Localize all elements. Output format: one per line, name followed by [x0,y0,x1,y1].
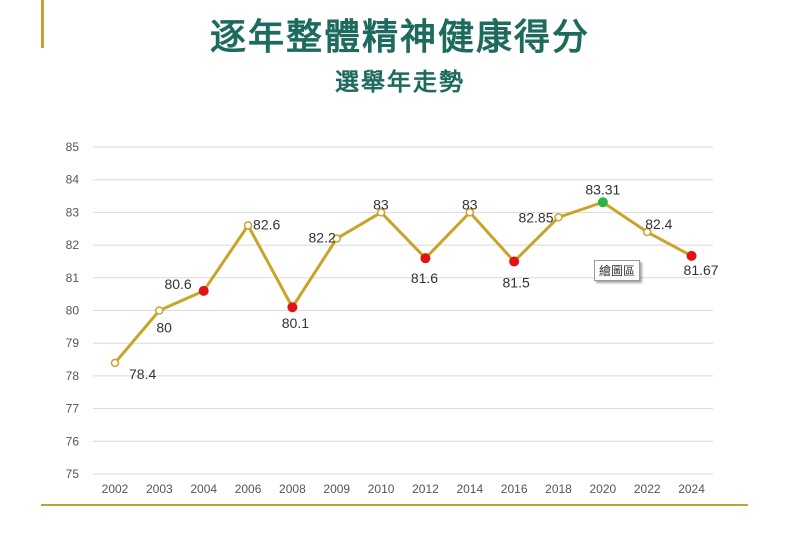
x-tick-label: 2012 [412,482,439,496]
x-tick-label: 2009 [323,482,350,496]
data-label: 80 [156,320,172,336]
plot-area-tooltip: 繪圖區 [594,260,641,281]
data-point [554,213,563,222]
data-label: 83 [462,196,478,212]
y-tick-label: 79 [66,336,80,350]
data-point [686,250,697,261]
data-label: 81.6 [411,270,438,286]
y-tick-label: 76 [66,434,80,448]
x-tick-label: 2014 [456,482,483,496]
chart-title: 逐年整體精神健康得分 [209,16,590,58]
data-label: 81.67 [684,262,719,278]
chart-subtitle: 選舉年走勢 [335,67,465,96]
y-axis-ticks: 75 76 77 78 79 80 81 82 83 84 85 [66,140,80,481]
x-tick-label: 2016 [501,482,528,496]
data-labels: 78.4 80 80.6 82.6 80.1 82.2 83 81.6 83 81.5 82.85 8… [129,181,719,382]
top-accent-bar [41,0,44,48]
data-markers [110,197,697,368]
y-tick-label: 84 [66,173,80,187]
data-label: 82.6 [253,216,280,232]
x-axis-ticks: 2002 2003 2004 2006 2008 2009 2010 2012 2014 2016… [102,482,706,496]
series-line [113,200,693,364]
x-tick-label: 2022 [634,482,661,496]
x-tick-label: 2003 [146,482,173,496]
x-tick-label: 2018 [545,482,572,496]
data-point [509,256,520,267]
y-tick-label: 78 [66,369,80,383]
x-tick-label: 2006 [235,482,262,496]
data-label: 81.5 [503,274,530,290]
x-tick-label: 2010 [368,482,395,496]
data-label: 80.1 [282,315,309,331]
data-point [110,358,120,368]
data-label: 82.85 [518,209,553,225]
data-label: 82.4 [645,216,672,232]
y-tick-label: 81 [66,271,80,285]
data-point [243,221,253,230]
x-tick-label: 2024 [678,482,705,496]
y-tick-label: 75 [66,467,80,481]
data-point [420,253,431,264]
bottom-accent-bar [41,504,748,506]
data-point [287,302,298,313]
data-label: 83.31 [585,181,620,197]
x-tick-label: 2004 [190,482,217,496]
data-label: 82.2 [309,230,336,246]
x-tick-label: 2002 [102,482,129,496]
y-tick-label: 83 [66,205,80,219]
y-tick-label: 85 [66,140,80,154]
data-label: 80.6 [164,276,191,292]
data-point [597,197,608,208]
y-tick-label: 82 [66,238,80,252]
data-point [155,306,164,315]
data-point [642,227,652,237]
y-tick-label: 80 [66,304,80,318]
y-tick-label: 77 [66,402,80,416]
x-tick-label: 2008 [279,482,306,496]
data-point [332,234,341,243]
data-point [465,208,475,217]
data-label: 83 [373,196,389,212]
data-point [376,208,386,217]
x-tick-label: 2020 [589,482,616,496]
data-point [198,285,209,296]
data-label: 78.4 [129,366,156,382]
series-line-path [113,200,693,364]
